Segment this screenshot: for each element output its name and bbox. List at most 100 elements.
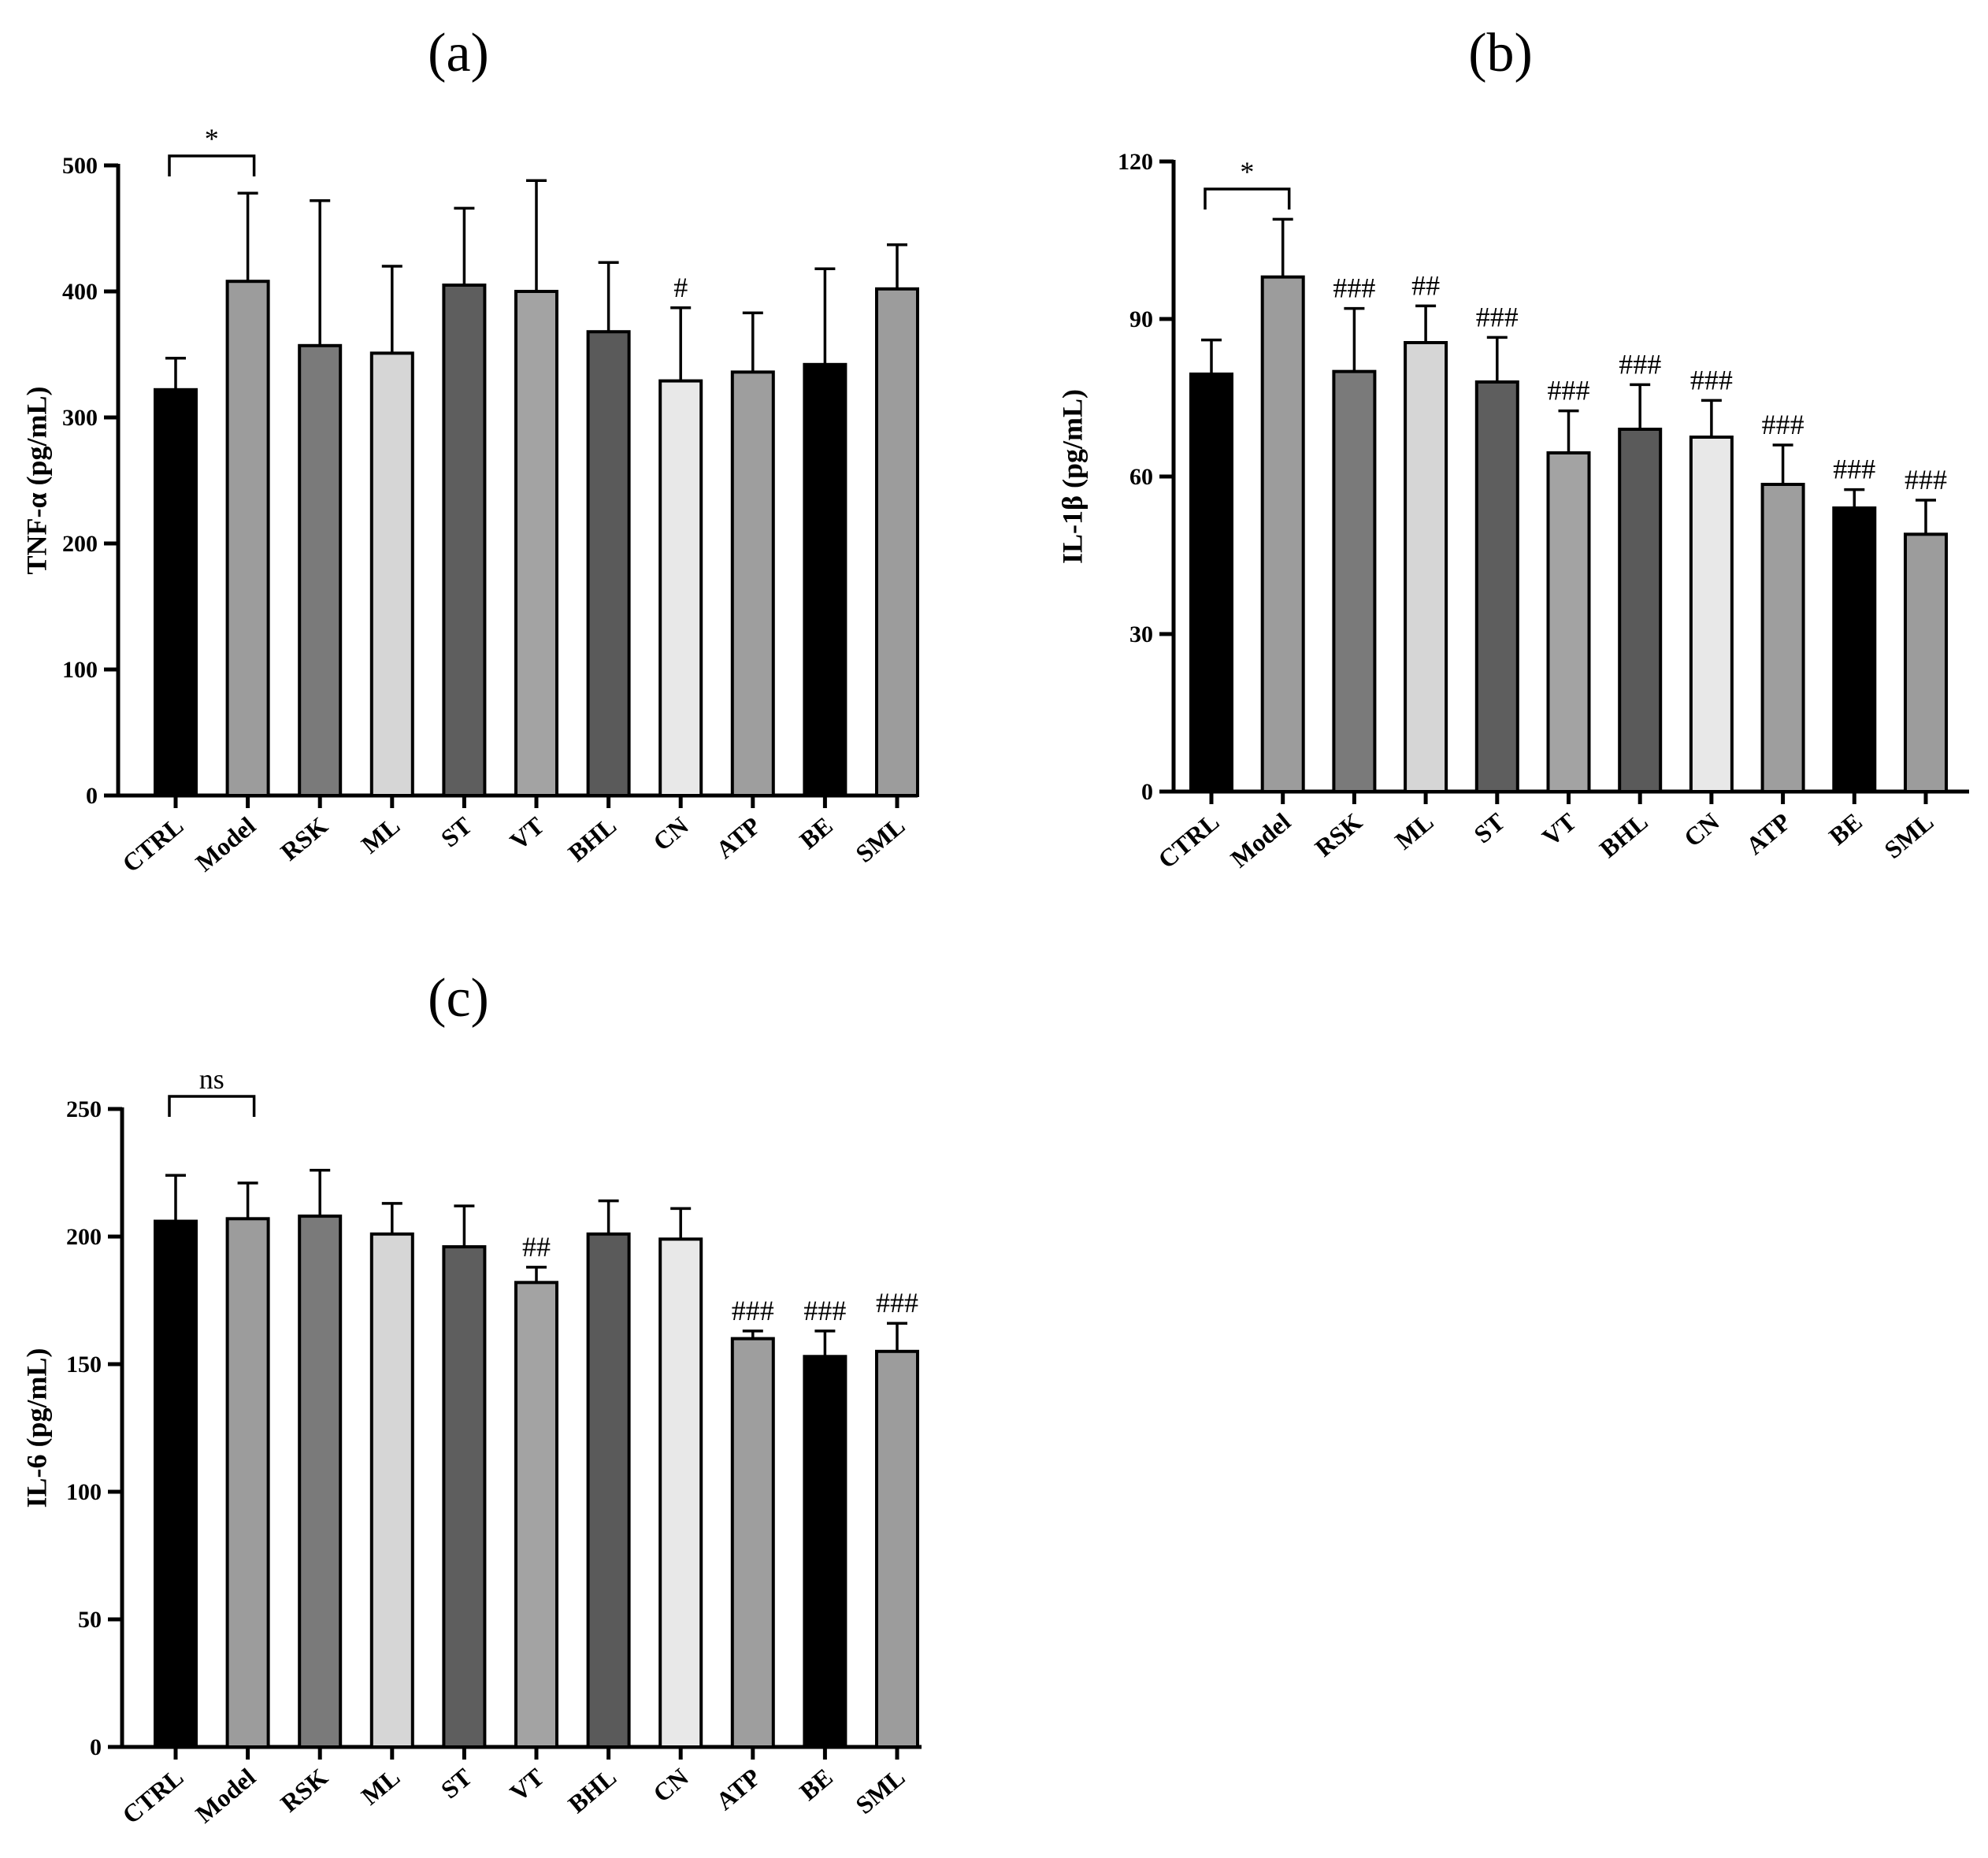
x-category-label: CN [1678,807,1725,852]
y-tick-label: 60 [1129,464,1153,490]
x-category-label: RSK [275,1763,333,1818]
y-tick-label: 0 [1141,779,1153,805]
bar-sml [875,1349,919,1749]
x-category-label: CN [647,1763,694,1808]
panel-a-tnf-alpha-chart: (a) TNF-α (pg/mL) 0 100 200 300 400 500 CTRL Mode… [20,23,919,878]
bar-ctrl [154,388,198,797]
bar-vt [514,290,558,797]
x-category-label: ST [436,811,477,853]
x-category-label: ST [1468,807,1510,849]
significance-label: ### [1762,409,1804,440]
y-tick-label: 0 [86,783,98,809]
bar-rsk [298,343,343,797]
bar-st [1474,380,1519,793]
x-category-label: BE [794,1763,838,1806]
x-category-label: Model [1225,807,1296,873]
bar-ml [1404,341,1448,793]
bar-st [442,284,487,797]
x-category-label: BE [794,811,838,855]
x-category-label: SML [1879,807,1938,864]
y-axis-label: IL-6 (pg/mL) [20,1348,52,1508]
significance-label: # [673,272,688,303]
panel-c-il-6-chart: (c) IL-6 (pg/mL) 0 50 100 150 200 250 CTRL Model R… [20,968,922,1830]
bar-cn [658,379,703,798]
x-category-label: ATP [710,811,766,864]
bar-model [225,280,270,797]
x-category-label: Model [190,811,261,877]
x-category-label: BHL [1594,807,1653,863]
bar-bhl [586,330,631,797]
panel-label: (a) [428,23,489,83]
significance-label: ### [1333,273,1375,304]
bracket-label: * [1240,156,1254,187]
y-axis-label: TNF-α (pg/mL) [20,386,52,574]
bar-ml [369,351,414,797]
x-category-label: ATP [1741,807,1796,860]
significance-label: ### [732,1295,774,1326]
bar-be [1832,506,1877,793]
panel-b-il-1beta-chart: (b) IL-1β (pg/mL) 0 30 60 90 120 CTRL Model ### RS… [1056,23,1969,874]
x-category-label: BHL [562,1763,621,1819]
significance-label: ### [1690,364,1733,395]
x-category-label: Model [190,1763,261,1829]
panel-label: (c) [428,968,489,1029]
bar-sml [1904,532,1948,793]
x-category-label: RSK [275,811,333,866]
bar-bhl [1618,428,1663,793]
y-tick-label: 150 [66,1352,102,1378]
bar-rsk [298,1215,343,1749]
x-category-label: VT [504,811,549,855]
x-category-label: ATP [710,1763,766,1815]
significance-label: ### [1619,348,1661,380]
bar-model [225,1217,270,1749]
x-category-label: ML [356,1763,406,1811]
y-tick-label: 300 [62,405,98,431]
significance-label: ### [876,1287,918,1318]
bar-cn [658,1237,703,1749]
bar-vt [514,1281,558,1749]
bar-vt [1546,451,1591,793]
x-category-label: VT [504,1763,549,1807]
x-category-label: CTRL [117,1763,188,1830]
bar-sml [875,287,919,797]
significance-label: ## [522,1231,551,1263]
bar-atp [730,1337,775,1749]
x-category-label: RSK [1309,807,1367,862]
y-tick-label: 100 [62,657,98,683]
x-category-label: VT [1537,807,1582,851]
x-category-label: SML [850,811,910,868]
x-category-label: ML [1389,807,1439,855]
significance-label: ## [1411,269,1440,301]
bar-atp [730,370,775,797]
y-tick-label: 200 [66,1224,102,1250]
y-tick-label: 50 [78,1607,102,1633]
bar-bhl [586,1232,631,1749]
x-category-label: BE [1823,807,1867,851]
bar-ctrl [1189,373,1233,793]
significance-label: ### [1476,301,1519,332]
y-tick-label: 250 [66,1096,102,1122]
x-category-label: ST [436,1763,477,1804]
significance-label: ### [1833,454,1875,485]
y-tick-label: 90 [1129,306,1153,332]
x-category-label: BHL [562,811,621,867]
y-axis-label: IL-1β (pg/mL) [1056,389,1088,564]
y-tick-label: 0 [90,1734,102,1760]
bar-ml [369,1232,414,1749]
x-category-label: ML [356,811,406,859]
bar-rsk [1332,369,1377,793]
significance-label: ### [803,1295,846,1326]
y-tick-label: 400 [62,279,98,305]
significance-label: ### [1905,464,1947,495]
bar-be [803,1355,847,1749]
bar-cn [1689,436,1734,793]
x-category-label: CN [647,811,694,856]
bracket-label: ns [199,1063,224,1095]
bracket-label: * [205,123,219,154]
bar-ctrl [154,1219,198,1749]
bar-st [442,1244,487,1749]
y-tick-label: 30 [1129,621,1153,647]
bar-be [803,362,847,797]
comparison-bracket [1204,187,1291,210]
